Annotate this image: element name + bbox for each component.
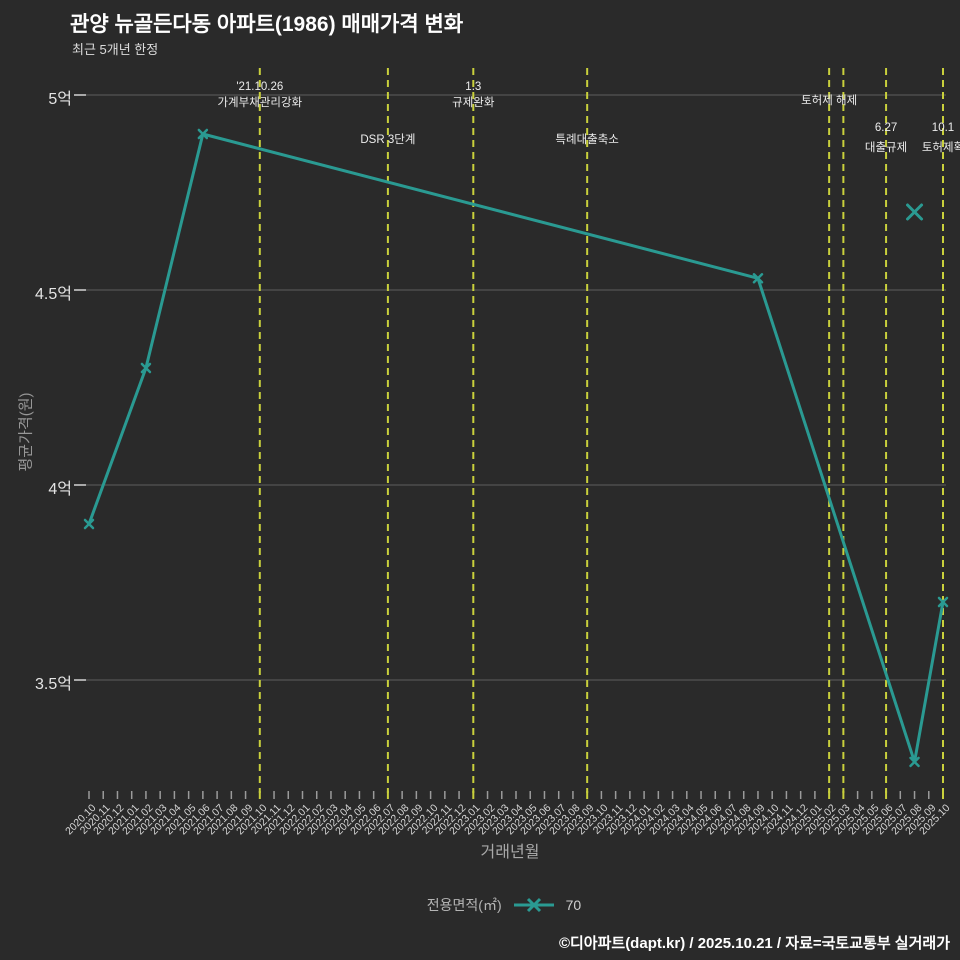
legend-series-label: 전용면적(㎡) [426, 897, 502, 913]
data-point-x-marker [909, 756, 920, 768]
price-line [87, 132, 945, 764]
data-point-x-marker [140, 362, 152, 374]
legend-line-x-marker-icon [513, 897, 554, 913]
data-point-x-marker [752, 273, 764, 284]
data-point-x-marker [937, 596, 949, 608]
y-axis-title: 평균가격(원) [17, 392, 35, 472]
x-axis-title: 거래년월 [480, 844, 540, 861]
legend[interactable]: 전용면적(㎡) 70 [0, 895, 960, 915]
chart-subtitle: 최근 5개년 한정 [72, 42, 159, 57]
data-point-x-marker [197, 128, 209, 140]
data-point-x-marker [906, 203, 924, 221]
legend-series-value: 70 [565, 897, 582, 913]
copyright-source-text: ©디아파트(dapt.kr) / 2025.10.21 / 자료=국토교통부 실… [558, 935, 950, 952]
chart-title: 관양 뉴골든다동 아파트(1986) 매매가격 변화 [70, 13, 464, 36]
data-point-x-marker [83, 518, 95, 530]
